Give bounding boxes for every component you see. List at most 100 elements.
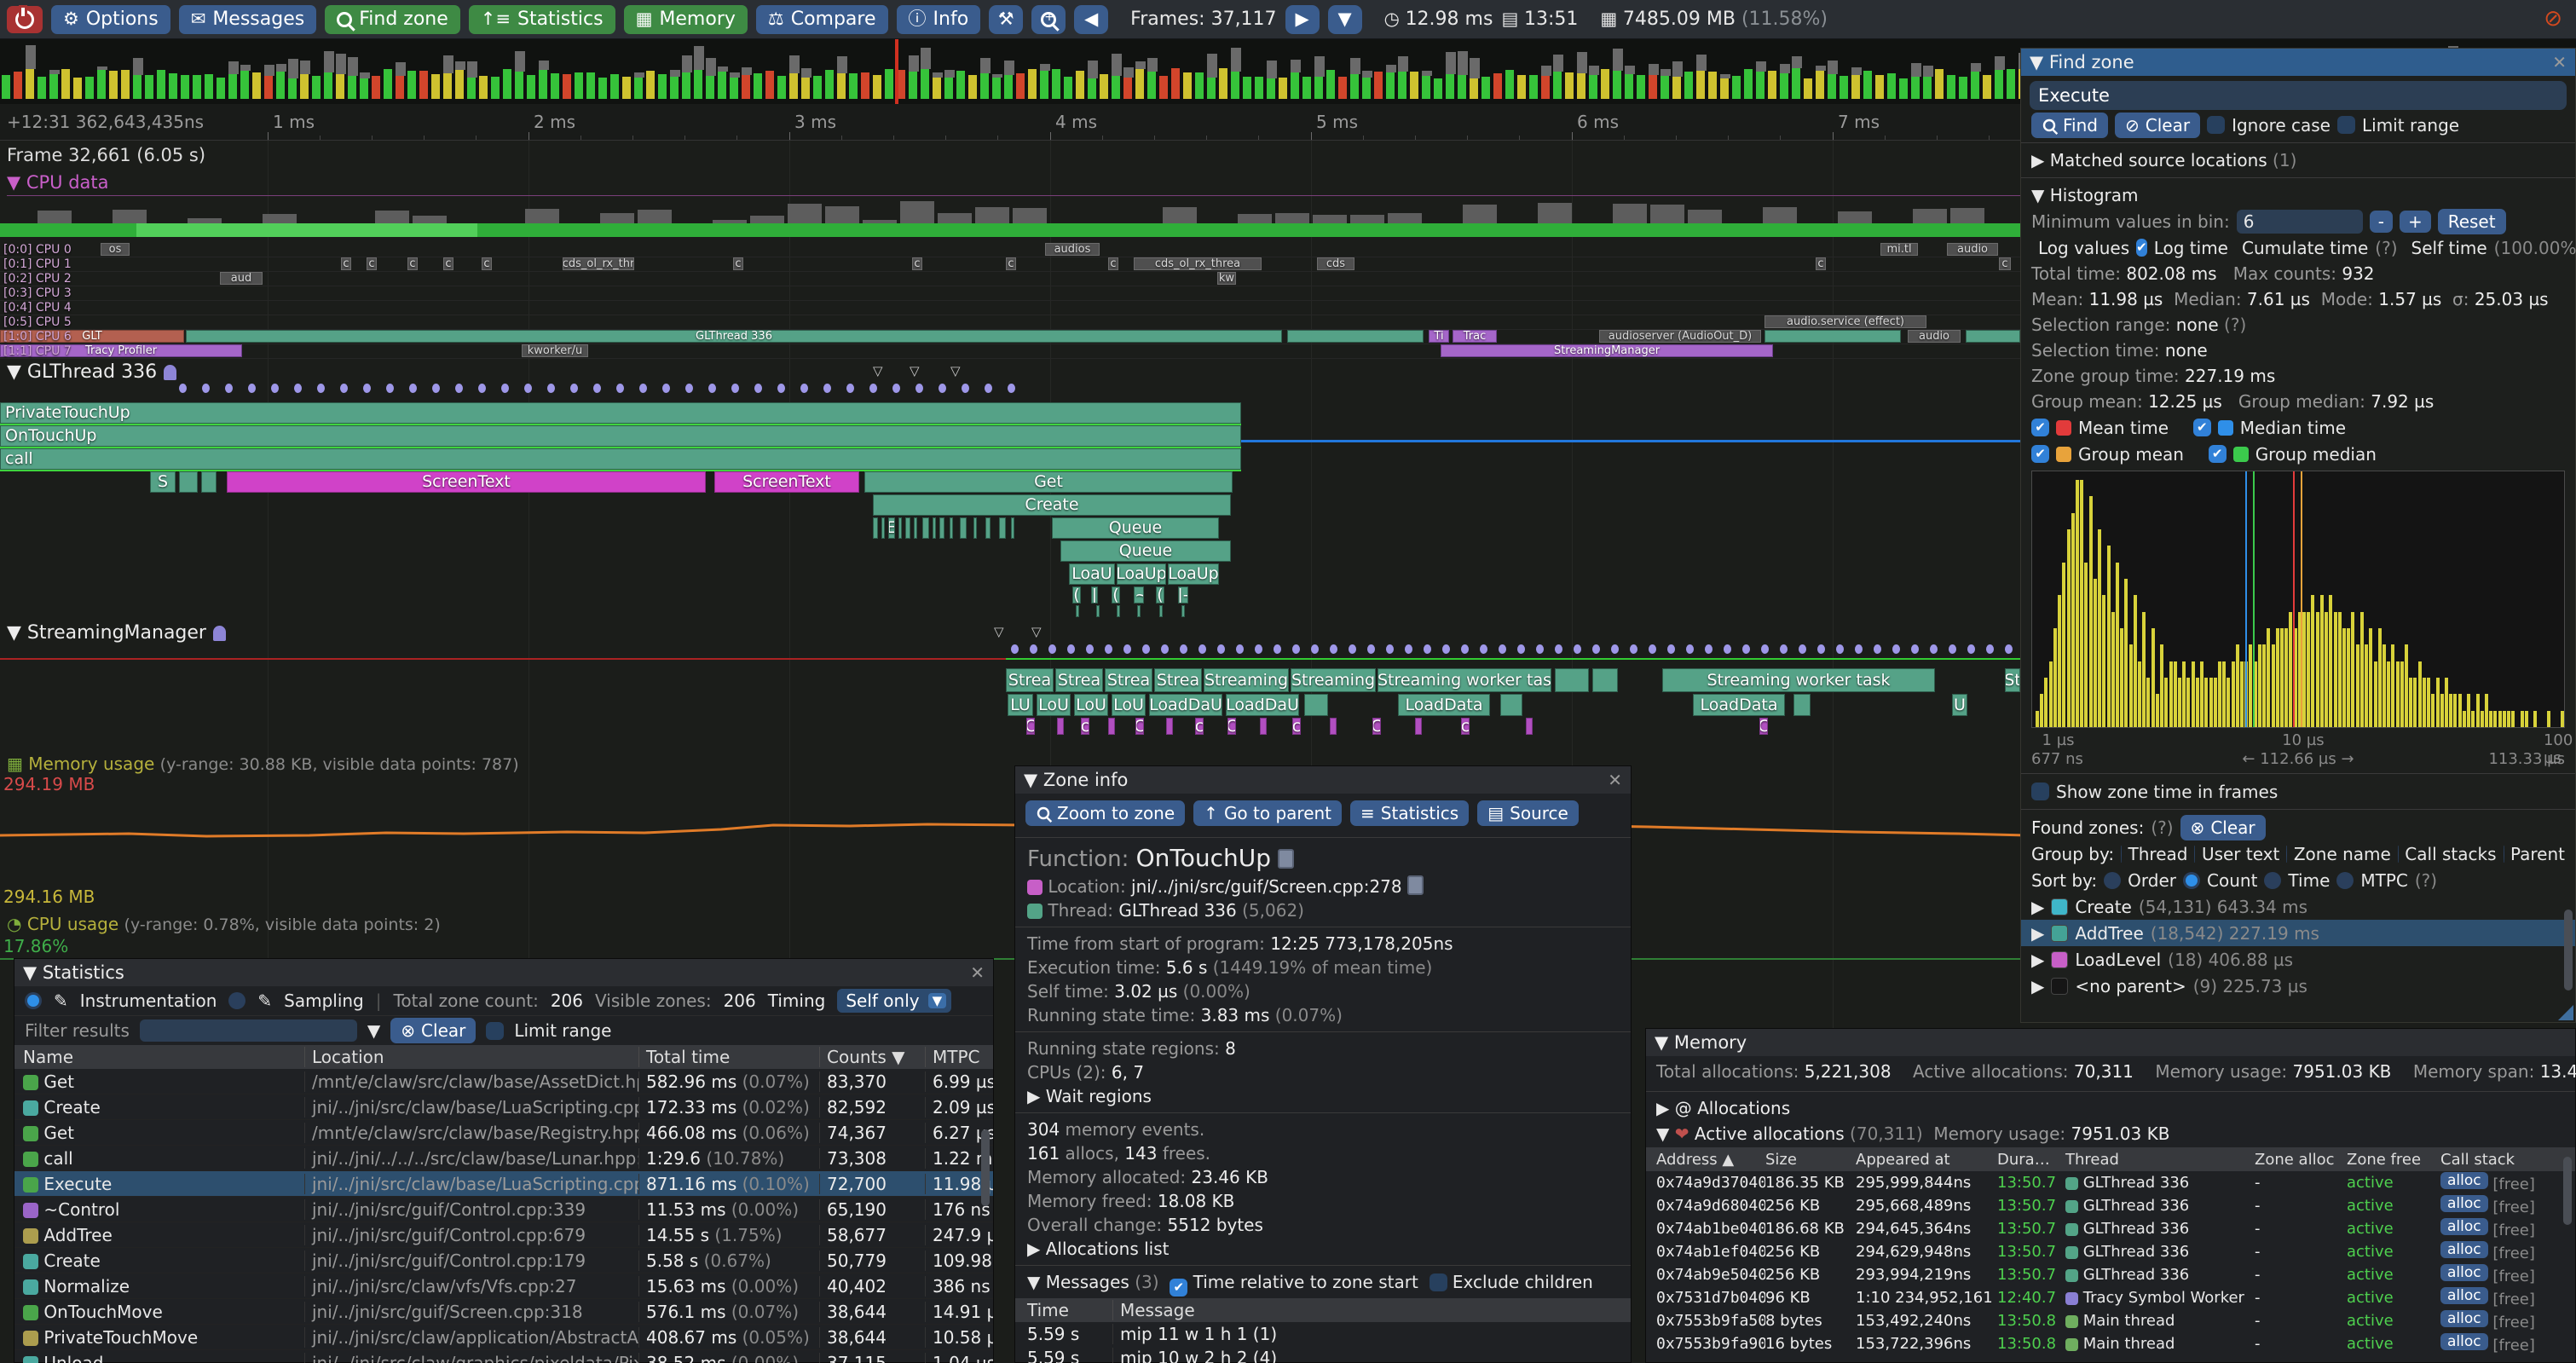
cpu-zone[interactable]: os: [101, 243, 130, 256]
table-row[interactable]: AddTree jni/../jni/src/guif/Control.cpp:6…: [14, 1222, 993, 1248]
ignore-case-checkbox[interactable]: [2207, 116, 2226, 134]
memory-titlebar[interactable]: ▼ Memory: [1646, 1029, 2575, 1056]
sort-by-radio-count[interactable]: [2183, 871, 2201, 889]
timeline-zone[interactable]: [905, 517, 910, 539]
timeline-zone[interactable]: LoadDaU: [1149, 694, 1222, 716]
cpu-core-row[interactable]: [0:3] CPU 3: [0, 286, 2576, 301]
zoom-tool-button[interactable]: [1031, 4, 1066, 34]
cpu-zone[interactable]: kw: [1217, 272, 1236, 285]
prev-frame-button[interactable]: ◀: [1074, 4, 1109, 34]
close-icon[interactable]: ✕: [1608, 770, 1622, 790]
compare-button[interactable]: ⚖ Compare: [755, 4, 888, 34]
cpu-zone[interactable]: audio.service (effect): [1765, 315, 1926, 328]
timeline-zone[interactable]: Strea: [1105, 668, 1152, 692]
alloc-callstack-button[interactable]: alloc: [2440, 1172, 2488, 1189]
timeline-zone[interactable]: LoaUp: [1168, 563, 1219, 585]
allocation-row[interactable]: 0x7553b9fa50 8 bytes 153,492,240ns 13:50.8 …: [1646, 1309, 2575, 1332]
allocation-row[interactable]: 0x74a9d68040 256 KB 295,668,489ns 13:50.7 G…: [1646, 1194, 2575, 1217]
cpu-zone[interactable]: Tracy Profiler: [0, 344, 242, 357]
find-zone-search-input[interactable]: Execute: [2030, 81, 2567, 110]
scrollbar-thumb[interactable]: [981, 1129, 990, 1206]
collapsed-marker-icon[interactable]: ▽: [873, 363, 883, 378]
histogram-expander[interactable]: Histogram: [2049, 185, 2139, 205]
table-row[interactable]: Create jni/../jni/src/guif/Control.cpp:17…: [14, 1248, 993, 1273]
collapse-icon[interactable]: ▼: [1656, 1123, 1675, 1144]
close-icon[interactable]: ✕: [2552, 52, 2567, 72]
allocation-row[interactable]: 0x74ab1ef040 256 KB 294,629,948ns 13:50.7 G…: [1646, 1240, 2575, 1263]
table-row[interactable]: call jni/../jni/../../../src/claw/base/Lu…: [14, 1146, 993, 1171]
timeline-zone[interactable]: [1330, 718, 1337, 735]
table-row[interactable]: Unload jni/../jni/src/claw/graphics/pixel…: [14, 1350, 993, 1363]
table-row[interactable]: Execute jni/../jni/src/claw/base/LuaScrip…: [14, 1171, 993, 1197]
memory-button[interactable]: ▦ Memory: [623, 4, 748, 34]
info-button[interactable]: ⓘ Info: [896, 4, 981, 34]
timeline-zone[interactable]: [1108, 718, 1115, 735]
expander-icon[interactable]: ▶: [2031, 896, 2045, 917]
cpu-zone[interactable]: c: [367, 257, 377, 270]
cpu-zone[interactable]: [1765, 330, 1901, 343]
find-zone-titlebar[interactable]: ▼ Find zone ✕: [2021, 49, 2575, 76]
timeline-zone[interactable]: [1166, 718, 1173, 735]
timeline-zone[interactable]: |-: [1178, 586, 1188, 604]
table-row[interactable]: Create jni/../jni/src/claw/base/LuaScript…: [14, 1094, 993, 1120]
timeline-zone[interactable]: [985, 517, 991, 539]
cpu-zone[interactable]: c: [912, 257, 922, 270]
cpu-zone[interactable]: GLT: [0, 330, 184, 343]
timeline-zone[interactable]: ScreenText: [714, 471, 859, 493]
allocation-row[interactable]: 0x7531d7b040 96 KB 1:10 234,952,161 12:40.7…: [1646, 1286, 2575, 1309]
cpu-zone[interactable]: audio: [1908, 330, 1961, 343]
timeline-zone[interactable]: (: [1156, 586, 1164, 604]
cpu-core-row[interactable]: aud kw [0:2] CPU 2: [0, 271, 2576, 286]
timeline-zone[interactable]: [1159, 605, 1163, 617]
copy-icon[interactable]: [1406, 875, 1424, 895]
reset-button[interactable]: Reset: [2437, 208, 2506, 234]
timeline-zone[interactable]: LoU: [1037, 694, 1071, 716]
table-row[interactable]: OnTouchMove jni/../jni/src/guif/Screen.cp…: [14, 1299, 993, 1325]
alloc-callstack-button[interactable]: alloc: [2440, 1264, 2488, 1281]
timeline-zone[interactable]: [1793, 694, 1811, 716]
collapse-icon[interactable]: ▼: [1024, 770, 1043, 790]
timeline-zone[interactable]: [999, 517, 1006, 539]
collapsed-marker-icon[interactable]: ▽: [950, 363, 961, 378]
timeline-zone[interactable]: [973, 517, 977, 539]
timeline-zone[interactable]: LoadDaU: [1226, 694, 1299, 716]
timeline-zone[interactable]: Queue: [1060, 540, 1231, 562]
table-row[interactable]: Get/mnt/e/claw/src/claw/base/AssetDict.h…: [14, 1069, 993, 1094]
timeline-zone[interactable]: |~: [1134, 586, 1144, 604]
memory-table-header[interactable]: Address ▲ Size Appeared at Dura… Thread Zone …: [1646, 1147, 2575, 1171]
options-button[interactable]: ⚙ Options: [51, 4, 170, 34]
frame-dropdown-button[interactable]: ▼: [1327, 4, 1362, 34]
timeline-zone[interactable]: LoU: [1074, 694, 1108, 716]
timeline-zone[interactable]: [1096, 605, 1100, 617]
alloc-callstack-button[interactable]: alloc: [2440, 1333, 2488, 1350]
cpu-zone[interactable]: audios: [1045, 243, 1100, 256]
table-row[interactable]: Normalize jni/../jni/src/claw/vfs/Vfs.cpp…: [14, 1273, 993, 1299]
timeline-zone[interactable]: Streaming worker task: [1662, 668, 1935, 692]
cpu-zone[interactable]: mi.tl: [1880, 243, 1918, 256]
table-row[interactable]: ~Control jni/../jni/src/guif/Control.cpp:…: [14, 1197, 993, 1222]
timeline-zone[interactable]: [1592, 668, 1618, 692]
filter-input[interactable]: [139, 1019, 357, 1042]
table-row[interactable]: Get/mnt/e/claw/src/claw/base/Registry.hp…: [14, 1120, 993, 1146]
cpu-data-header[interactable]: ▼ CPU data: [7, 172, 2569, 196]
cpu-zone[interactable]: [1966, 330, 2020, 343]
timeline-zone[interactable]: Streaming: [1291, 668, 1376, 692]
collapsed-marker-icon[interactable]: ▽: [1031, 624, 1042, 639]
mean-time-checkbox[interactable]: ✔: [2031, 419, 2049, 436]
collapse-icon[interactable]: ▼: [1027, 1272, 1046, 1292]
matched-locations-expander[interactable]: Matched source locations: [2049, 150, 2267, 170]
filter-funnel-icon[interactable]: ▼: [367, 1020, 381, 1041]
cpu-zone[interactable]: cds: [1317, 257, 1354, 270]
cpu-zone[interactable]: kworker/u: [522, 344, 588, 357]
timeline-zone[interactable]: c: [1195, 718, 1204, 735]
timeline-zone[interactable]: [201, 471, 217, 493]
timeline-zone[interactable]: LoaU: [1069, 563, 1115, 585]
timeline-zone[interactable]: C: [1026, 718, 1035, 735]
tools-button[interactable]: ⚒: [989, 4, 1024, 34]
timeline-zone[interactable]: c: [1081, 718, 1089, 735]
min-bin-input[interactable]: 6: [2236, 209, 2363, 234]
increment-button[interactable]: +: [2399, 210, 2431, 233]
cpu-core-row[interactable]: [0:4] CPU 4: [0, 300, 2576, 315]
timeline-zone[interactable]: LU: [1008, 694, 1033, 716]
limit-range-checkbox[interactable]: [2337, 116, 2355, 134]
